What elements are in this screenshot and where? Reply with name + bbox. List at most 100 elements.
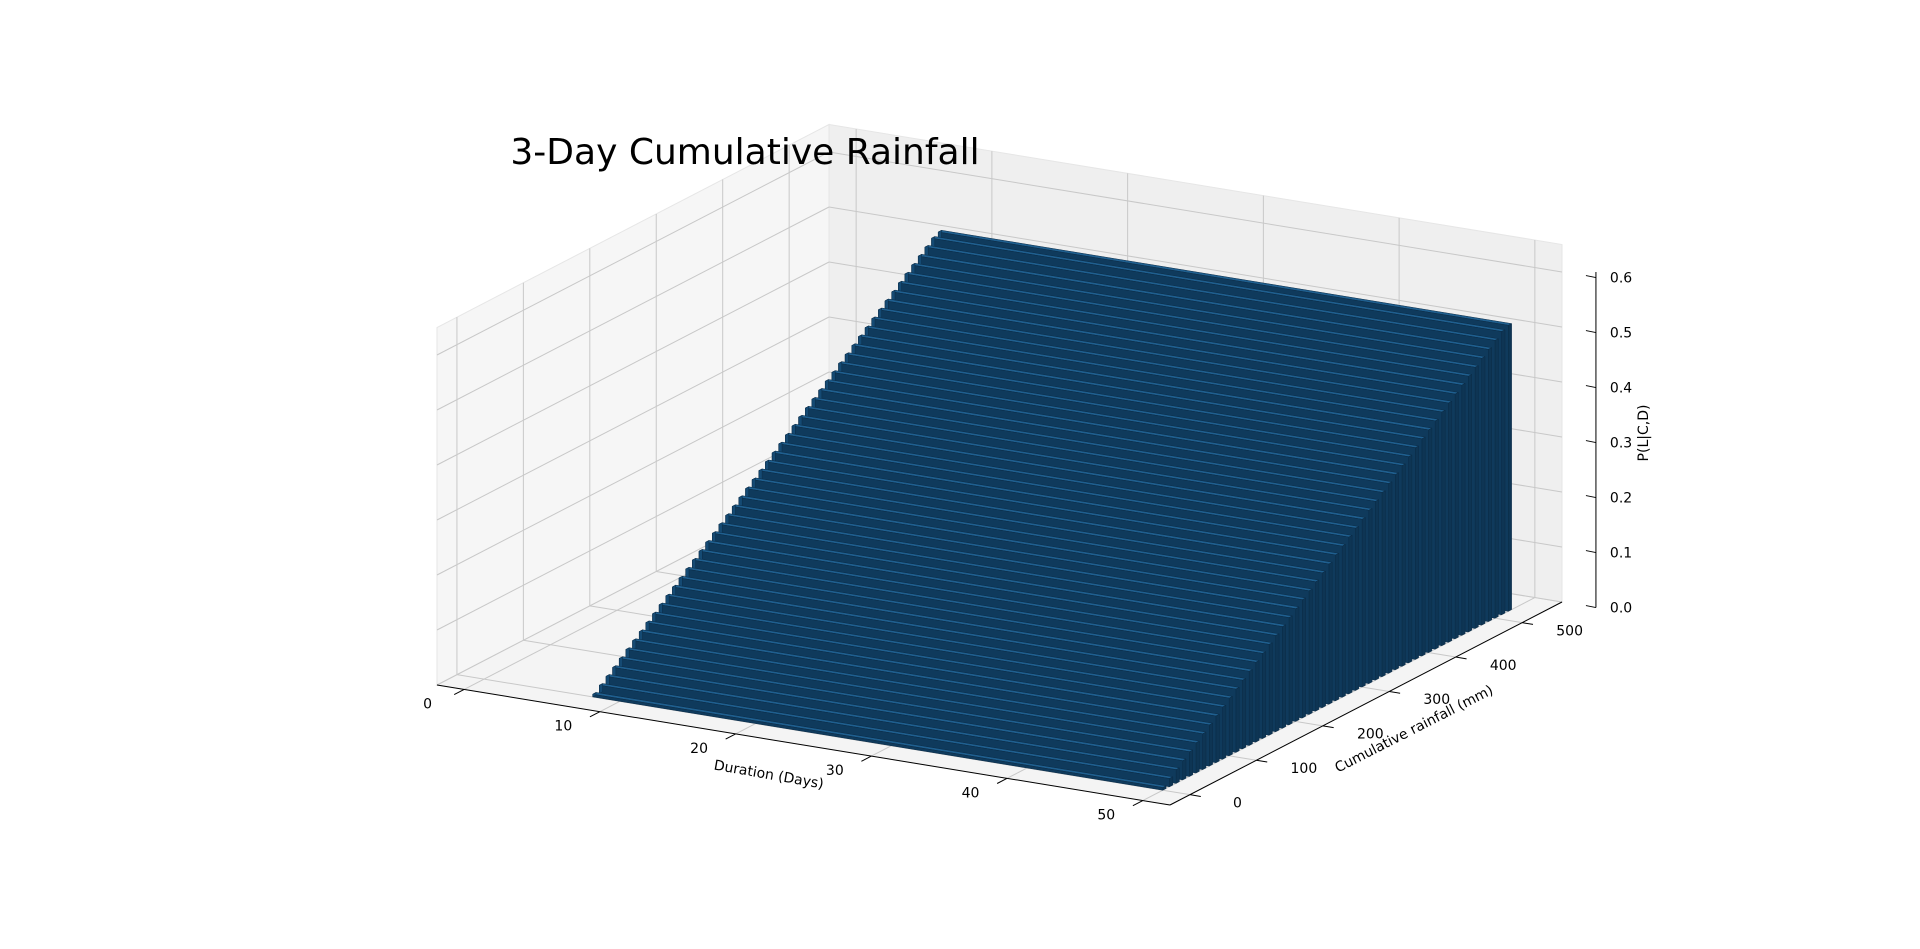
y-tick-mark bbox=[1189, 794, 1201, 797]
x-tick-label: 40 bbox=[962, 785, 980, 801]
y-tick-mark bbox=[1256, 759, 1268, 763]
x-tick-mark bbox=[861, 755, 872, 762]
bar-end bbox=[1448, 400, 1453, 643]
bar-end bbox=[1468, 374, 1472, 633]
bar-side bbox=[592, 691, 597, 698]
x-axis-label: Duration (Days) bbox=[713, 758, 825, 793]
bar-end bbox=[1355, 526, 1360, 691]
chart-title: 3-Day Cumulative Rainfall bbox=[510, 132, 979, 173]
bar-end bbox=[1175, 767, 1180, 784]
grid-line-z-left bbox=[436, 151, 830, 356]
z-tick-mark bbox=[1585, 440, 1597, 444]
bar-end bbox=[1415, 445, 1419, 660]
y-tick-label: 0 bbox=[1233, 795, 1242, 811]
y-axis-line bbox=[1169, 601, 1563, 806]
bar-end bbox=[1335, 552, 1340, 702]
bar-end bbox=[1381, 490, 1386, 678]
bar-end bbox=[1228, 695, 1233, 757]
bar-end bbox=[1481, 356, 1486, 626]
bar-end bbox=[1328, 561, 1333, 705]
bar-end bbox=[1248, 669, 1253, 746]
z-tick-label: 0.1 bbox=[1610, 546, 1632, 562]
bar-end bbox=[1189, 749, 1193, 777]
bar-end bbox=[1182, 758, 1187, 781]
bar-end bbox=[1421, 436, 1426, 657]
grid-line-z-back bbox=[828, 206, 1563, 328]
bar-end bbox=[1321, 570, 1326, 709]
grid-line-z-back bbox=[828, 151, 1563, 273]
bar-end bbox=[1195, 740, 1200, 774]
y-tick-label: 200 bbox=[1357, 727, 1384, 743]
bar-end bbox=[1401, 463, 1406, 667]
grid-line-z-left bbox=[436, 371, 830, 576]
bar-end bbox=[1434, 418, 1439, 650]
z-tick-mark bbox=[1585, 385, 1597, 389]
bar-end bbox=[1501, 329, 1506, 616]
y-tick-mark bbox=[1522, 622, 1534, 625]
bar-end bbox=[1361, 517, 1366, 688]
grid-line-z-left bbox=[436, 261, 830, 466]
z-tick-mark bbox=[1585, 330, 1597, 334]
z-tick-label: 0.3 bbox=[1610, 436, 1632, 452]
z-tick-mark bbox=[1585, 550, 1597, 554]
bar-end bbox=[1454, 391, 1459, 640]
bar-end bbox=[1388, 481, 1393, 674]
x-tick-label: 0 bbox=[423, 696, 432, 712]
x-tick-label: 10 bbox=[554, 719, 572, 735]
y-tick-label: 400 bbox=[1490, 658, 1517, 674]
bar-side bbox=[599, 683, 603, 694]
axis-lines bbox=[436, 272, 1597, 807]
bar-end bbox=[1235, 686, 1240, 753]
bar-end bbox=[1295, 606, 1300, 722]
bar-end bbox=[1169, 776, 1174, 788]
z-tick-mark bbox=[1585, 605, 1597, 609]
bar-end bbox=[1282, 624, 1286, 729]
z-axis-label: P(L|C,D) bbox=[1636, 405, 1652, 462]
bar-end bbox=[1488, 347, 1492, 623]
bar-end bbox=[1275, 633, 1280, 733]
x-tick-mark bbox=[453, 689, 465, 696]
bar-end bbox=[1288, 615, 1293, 726]
bar-end bbox=[1209, 722, 1213, 767]
x-tick-label: 30 bbox=[826, 763, 844, 779]
x-tick-mark bbox=[996, 777, 1008, 784]
bar-end bbox=[1242, 678, 1247, 750]
bar-end bbox=[1494, 338, 1499, 619]
bar-end bbox=[1461, 382, 1466, 636]
z-tick-label: 0.4 bbox=[1610, 381, 1632, 397]
bar-end bbox=[1428, 427, 1433, 654]
y-tick-label: 500 bbox=[1556, 623, 1583, 639]
tick-labels: 0102030405001002003004005000.00.10.20.30… bbox=[423, 271, 1632, 824]
bar-end bbox=[1408, 454, 1413, 664]
z-tick-mark bbox=[1585, 275, 1597, 279]
bar-end bbox=[1474, 365, 1479, 629]
bar-end bbox=[1308, 588, 1313, 715]
bar-end bbox=[1222, 704, 1227, 760]
bar-end bbox=[1302, 597, 1306, 719]
bar-end bbox=[1395, 472, 1399, 671]
z-tick-mark bbox=[1585, 495, 1597, 499]
grid-line-z-left bbox=[436, 426, 830, 631]
z-tick-label: 0.5 bbox=[1610, 326, 1632, 342]
y-tick-label: 300 bbox=[1423, 692, 1450, 708]
bar-end bbox=[1441, 409, 1446, 647]
bar-end bbox=[1255, 660, 1260, 743]
x-tick-label: 20 bbox=[690, 741, 708, 757]
x-axis-line bbox=[436, 684, 1171, 806]
bar-end bbox=[1341, 543, 1346, 698]
x-tick-mark bbox=[725, 733, 736, 740]
y-tick-mark bbox=[1455, 656, 1467, 660]
bar-end bbox=[1262, 651, 1267, 740]
grid-line-z-left bbox=[436, 206, 830, 411]
x-tick-mark bbox=[1132, 800, 1144, 807]
bar-end bbox=[1202, 731, 1207, 771]
bar-end bbox=[1215, 713, 1220, 764]
bar-end bbox=[1348, 534, 1353, 695]
y-tick-mark bbox=[1322, 725, 1334, 729]
bar-walls bbox=[591, 229, 1513, 791]
y-tick-label: 100 bbox=[1291, 761, 1318, 777]
bar-end bbox=[1315, 579, 1320, 712]
z-tick-label: 0.6 bbox=[1610, 271, 1632, 287]
x-tick-label: 50 bbox=[1097, 807, 1115, 823]
